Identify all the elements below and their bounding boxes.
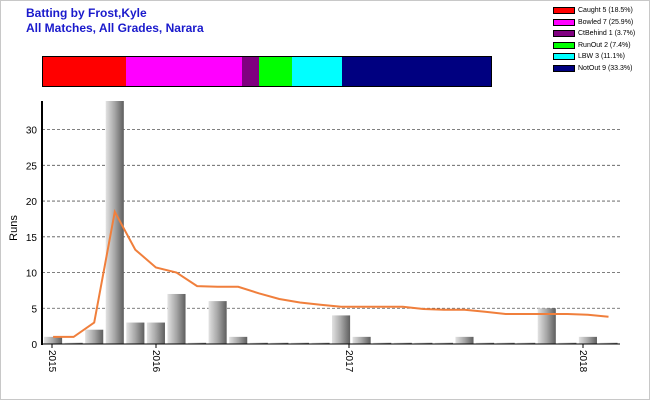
bar <box>105 101 124 344</box>
legend-label-bowled: Bowled 7 (25.9%) <box>578 18 634 26</box>
bar <box>167 293 186 344</box>
legend-item-lbw: LBW 3 (11.1%) <box>553 51 645 63</box>
bar <box>393 342 412 344</box>
legend-swatch-runout <box>553 41 575 49</box>
legend-item-runout: RunOut 2 (7.4%) <box>553 40 645 52</box>
bar <box>188 342 207 344</box>
bar <box>146 322 165 344</box>
legend-item-bowled: Bowled 7 (25.9%) <box>553 17 645 29</box>
bar <box>290 342 309 344</box>
summary-segment-notout <box>341 57 491 86</box>
bar <box>208 301 227 344</box>
y-tick-labels: 0 5 10 15 20 25 30 <box>26 126 38 351</box>
bar <box>496 342 515 344</box>
bar <box>558 342 577 344</box>
bar <box>85 329 104 344</box>
legend-label-runout: RunOut 2 (7.4%) <box>578 41 631 49</box>
title-line-1: Batting by Frost,Kyle <box>26 6 147 20</box>
bar <box>434 342 453 344</box>
x-tick-label: 2015 <box>46 350 57 373</box>
legend: Caught 5 (18.5%) Bowled 7 (25.9%) CtBehi… <box>553 5 645 74</box>
legend-label-lbw: LBW 3 (11.1%) <box>578 53 625 61</box>
bar <box>517 342 536 344</box>
axes <box>41 101 620 345</box>
bar <box>64 342 83 344</box>
legend-label-caught: Caught 5 (18.5%) <box>578 7 633 15</box>
y-axis-label: Runs <box>8 215 20 241</box>
y-tick-label: 15 <box>26 233 38 244</box>
bar <box>270 342 289 344</box>
bar <box>44 336 63 344</box>
legend-swatch-lbw <box>553 53 575 61</box>
bar <box>414 342 433 344</box>
summary-segment-ctbehind <box>242 57 259 86</box>
bar <box>352 336 371 344</box>
bar <box>455 336 474 344</box>
legend-item-ctbehind: CtBehind 1 (3.7%) <box>553 28 645 40</box>
x-tick-label: 2017 <box>343 350 354 373</box>
summary-segment-lbw <box>291 57 342 86</box>
average-line <box>53 208 609 338</box>
y-tick-label: 20 <box>26 197 38 208</box>
y-tick-label: 30 <box>26 126 38 137</box>
legend-swatch-ctbehind <box>553 30 575 38</box>
legend-item-notout: NotOut 9 (33.3%) <box>553 63 645 75</box>
summary-segment-caught <box>43 57 126 86</box>
bar <box>249 342 268 344</box>
bar <box>599 342 618 344</box>
legend-label-notout: NotOut 9 (33.3%) <box>578 64 633 72</box>
bar <box>578 336 597 344</box>
y-tick-label: 10 <box>26 269 38 280</box>
legend-swatch-bowled <box>553 18 575 26</box>
bar <box>476 342 495 344</box>
bar-series <box>44 101 618 344</box>
bar <box>373 342 392 344</box>
y-tick-label: 5 <box>31 304 37 315</box>
legend-swatch-caught <box>553 7 575 15</box>
x-tick-labels: 2015 2016 2017 2018 <box>46 344 588 373</box>
legend-label-ctbehind: CtBehind 1 (3.7%) <box>578 30 636 38</box>
bar <box>311 342 330 344</box>
x-tick-label: 2018 <box>577 350 588 373</box>
bar <box>229 336 248 344</box>
gridlines <box>42 129 620 309</box>
average-line-series <box>53 208 609 338</box>
title-line-2: All Matches, All Grades, Narara <box>26 21 204 35</box>
summary-segment-bowled <box>125 57 243 86</box>
y-tick-label: 25 <box>26 161 38 172</box>
legend-swatch-notout <box>553 64 575 72</box>
bar <box>126 322 145 344</box>
bar <box>332 315 351 344</box>
y-tick-label: 0 <box>31 340 37 351</box>
dismissal-summary-bar <box>42 56 492 87</box>
legend-item-caught: Caught 5 (18.5%) <box>553 5 645 17</box>
bar <box>537 308 556 344</box>
summary-segment-runout <box>258 57 292 86</box>
x-tick-label: 2016 <box>150 350 161 373</box>
chart-title: Batting by Frost,Kyle All Matches, All G… <box>26 6 204 36</box>
